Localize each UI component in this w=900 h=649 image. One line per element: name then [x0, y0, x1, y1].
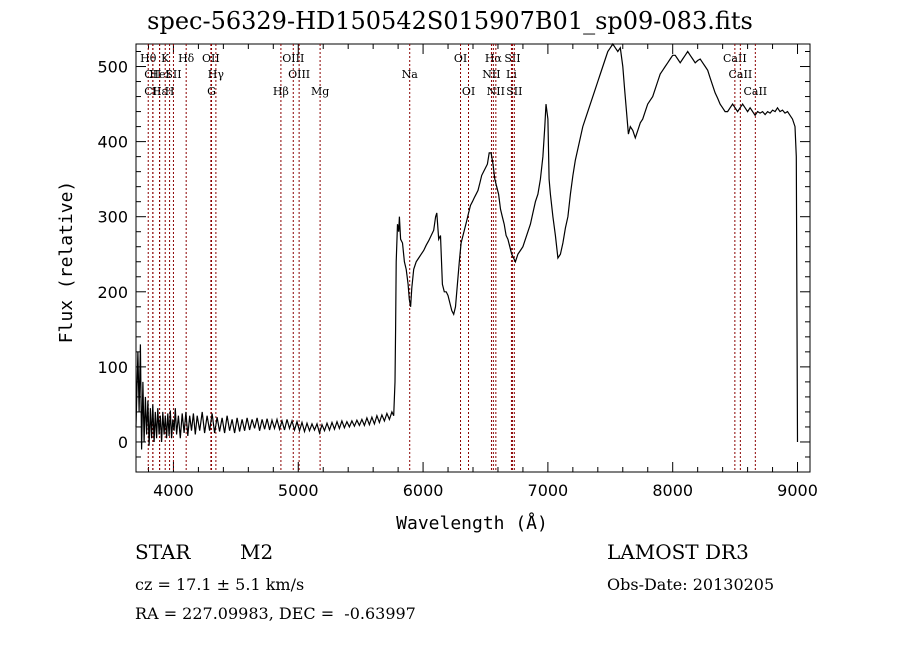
line-marker-label: OII: [202, 52, 220, 65]
obs-date: Obs-Date: 20130205: [607, 575, 775, 594]
ra-dec: RA = 227.09983, DEC = -0.63997: [135, 604, 416, 623]
line-marker-label: Mg: [311, 85, 329, 98]
x-tick-label: 4000: [153, 481, 194, 500]
line-marker-label: OI: [462, 85, 475, 98]
survey-name: LAMOST DR3: [607, 540, 749, 564]
line-marker-label: SII: [506, 85, 522, 98]
spectrum-line: [135, 42, 799, 450]
object-subclass: M2: [240, 540, 274, 564]
line-marker-label: CaII: [723, 52, 747, 65]
line-marker-label: CaII: [729, 68, 753, 81]
y-tick-label: 500: [97, 58, 128, 77]
line-marker-label: HeI: [149, 68, 169, 81]
line-marker-label: Li: [506, 68, 517, 81]
line-marker-label: NII: [487, 85, 505, 98]
chart-title: spec-56329-HD150542S015907B01_sp09-083.f…: [147, 7, 753, 35]
line-marker-label: OIII: [288, 68, 310, 81]
x-tick-label: 8000: [652, 481, 693, 500]
line-marker-label: Hθ: [140, 52, 157, 65]
tick-labels: 4000 5000 6000 7000 8000 9000 0 100 200 300 400 500: [97, 58, 817, 500]
line-marker-label: Hβ: [273, 85, 289, 98]
line-marker-label: OIII: [282, 52, 304, 65]
spectrum-series: [135, 42, 799, 450]
line-marker-label: SII: [504, 52, 520, 65]
line-marker-label: H: [165, 85, 175, 98]
y-tick-label: 200: [97, 283, 128, 302]
axes: [135, 43, 811, 473]
x-tick-label: 7000: [528, 481, 569, 500]
line-marker-label: NII: [482, 68, 500, 81]
object-class: STAR: [135, 540, 191, 564]
line-marker-label: SII: [165, 68, 181, 81]
line-marker-label: K: [161, 52, 170, 65]
redshift-cz: cz = 17.1 ± 5.1 km/s: [135, 575, 305, 594]
x-tick-label: 5000: [278, 481, 319, 500]
line-marker-label: G: [207, 85, 216, 98]
x-axis-label: Wavelength (Å): [396, 512, 548, 534]
x-tick-label: 6000: [403, 481, 444, 500]
y-tick-label: 300: [97, 208, 128, 227]
line-marker-label: Hε: [152, 85, 168, 98]
y-tick-label: 0: [118, 433, 128, 452]
y-tick-label: 400: [97, 133, 128, 152]
line-marker-label: CaII: [743, 85, 767, 98]
line-marker-label: CII: [144, 68, 161, 81]
line-marker-label: Hα: [485, 52, 503, 65]
x-tick-label: 9000: [777, 481, 818, 500]
line-marker-label: Na: [402, 68, 419, 81]
y-axis-label: Flux (relative): [56, 181, 77, 344]
line-marker-label: Hγ: [208, 68, 225, 81]
y-tick-label: 100: [97, 358, 128, 377]
line-marker-label: Hδ: [178, 52, 195, 65]
line-marker-label: OI: [454, 52, 467, 65]
line-marker-label: CII: [144, 85, 161, 98]
plot-frame: [135, 43, 811, 473]
